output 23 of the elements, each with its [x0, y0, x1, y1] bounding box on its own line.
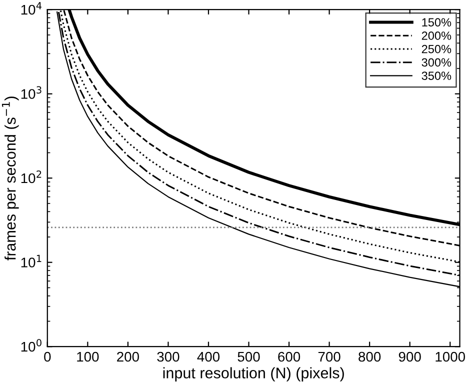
x-tick-label: 0	[44, 352, 51, 362]
y-tick-label: 10$^{0}$	[21, 339, 42, 352]
x-tick-label: 600	[278, 352, 300, 362]
y-tick-label: 10$^{1}$	[21, 254, 42, 268]
legend-label: 150%	[422, 18, 452, 27]
y-tick-label: 10$^{2}$	[21, 170, 42, 184]
x-tick-label: 1000	[436, 352, 466, 362]
legend-label: 350%	[422, 72, 452, 80]
x-tick-label: 100	[77, 352, 99, 362]
legend-label: 200%	[422, 32, 452, 40]
y-tick-label: 10$^{3}$	[21, 86, 42, 99]
x-axis-title: input resolution (N) (pixels)	[163, 367, 344, 382]
x-tick-label: 500	[238, 352, 260, 362]
x-tick-label: 300	[157, 352, 180, 362]
legend-label: 300%	[422, 58, 452, 67]
legend-label: 250%	[422, 44, 452, 54]
x-tick-label: 200	[117, 352, 139, 362]
x-tick-label: 800	[358, 352, 381, 362]
x-tick-label: 400	[197, 352, 220, 362]
y-tick-label: 10$^{4}$	[21, 2, 42, 15]
x-tick-label: 700	[318, 352, 340, 362]
x-tick-label: 900	[398, 352, 421, 362]
y-axis-title: frames per second (s$^{−1}$)	[2, 96, 19, 260]
